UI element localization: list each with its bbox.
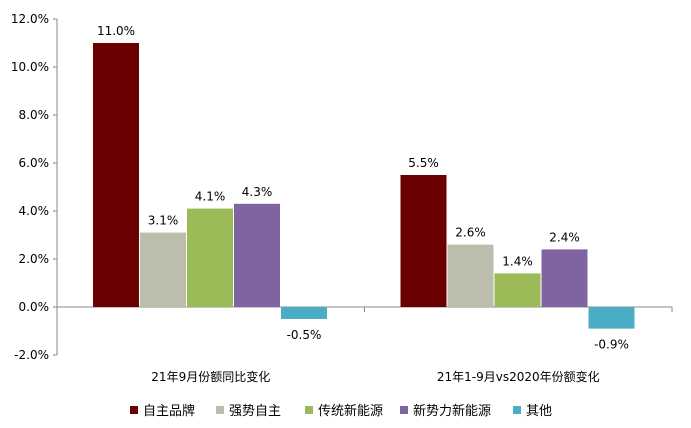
bar <box>400 175 447 307</box>
legend-swatch <box>400 406 408 414</box>
y-tick-label: 6.0% <box>19 156 50 170</box>
bar <box>447 244 494 307</box>
bar <box>588 307 635 329</box>
data-label: -0.9% <box>594 338 629 352</box>
bar <box>494 273 541 307</box>
bar <box>93 43 139 307</box>
data-label: 5.5% <box>408 156 439 170</box>
legend-swatch <box>216 406 224 414</box>
y-tick-label: 0.0% <box>19 300 50 314</box>
legend-label: 自主品牌 <box>143 403 195 419</box>
legend-label: 强势自主 <box>229 403 281 419</box>
y-tick-label: -2.0% <box>14 348 49 362</box>
data-label: 4.1% <box>195 190 226 204</box>
category-label: 21年9月份额同比变化 <box>151 369 270 384</box>
y-tick-label: 4.0% <box>19 204 50 218</box>
bar <box>234 203 280 307</box>
bar <box>187 208 233 307</box>
legend-label: 新势力新能源 <box>413 403 491 419</box>
data-label: 11.0% <box>97 24 135 38</box>
bar <box>541 249 588 307</box>
bars <box>93 43 635 329</box>
bar <box>140 232 186 307</box>
legend-label: 其他 <box>526 404 552 419</box>
bar <box>281 307 327 319</box>
legend-swatch <box>305 406 313 414</box>
data-label: 4.3% <box>242 185 273 199</box>
category-label: 21年1-9月vs2020年份额变化 <box>437 369 600 384</box>
data-label: 1.4% <box>502 254 533 268</box>
data-labels: 11.0% 3.1% 4.1% 4.3% -0.5% 5.5% 2.6% 1.4% 2.4% -0… <box>97 24 629 352</box>
y-tick-label: 8.0% <box>19 108 50 122</box>
data-label: 2.4% <box>549 230 580 244</box>
legend: 自主品牌 强势自主 传统新能源 新势力新能源 其他 <box>130 403 552 419</box>
category-labels: 21年9月份额同比变化 21年1-9月vs2020年份额变化 <box>151 369 599 384</box>
y-tick-label: 10.0% <box>11 60 49 74</box>
y-tick-label: 2.0% <box>19 252 50 266</box>
data-label: 3.1% <box>148 214 179 228</box>
legend-swatch <box>513 406 521 414</box>
y-tick-label: 12.0% <box>11 12 49 26</box>
legend-swatch <box>130 406 138 414</box>
data-label: -0.5% <box>287 328 322 342</box>
data-label: 2.6% <box>455 226 486 240</box>
legend-label: 传统新能源 <box>318 403 383 419</box>
